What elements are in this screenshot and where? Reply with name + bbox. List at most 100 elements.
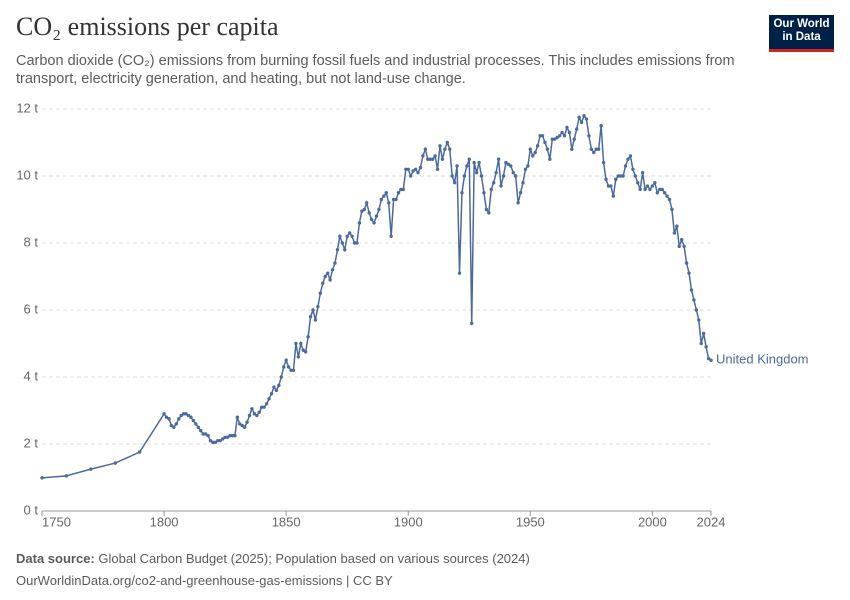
point bbox=[675, 224, 679, 228]
point bbox=[347, 231, 352, 235]
point bbox=[274, 388, 279, 393]
point bbox=[523, 167, 528, 171]
point bbox=[587, 134, 591, 138]
point bbox=[560, 130, 564, 135]
logo-line: in Data bbox=[782, 31, 821, 43]
point bbox=[438, 144, 442, 148]
point bbox=[113, 461, 117, 465]
source: Global Carbon Budget (2025); Population … bbox=[98, 551, 530, 566]
x-tick-label: 1950 bbox=[516, 514, 545, 529]
point bbox=[655, 191, 659, 195]
point bbox=[272, 385, 276, 389]
point bbox=[213, 440, 218, 445]
point bbox=[289, 368, 293, 372]
point bbox=[396, 191, 401, 195]
point bbox=[592, 150, 596, 155]
x-tick-label: 2024 bbox=[697, 514, 726, 529]
point bbox=[658, 187, 662, 192]
point bbox=[264, 402, 269, 406]
logo-line: Our World bbox=[773, 18, 830, 30]
point bbox=[321, 281, 325, 285]
point bbox=[570, 147, 574, 151]
point bbox=[513, 174, 518, 178]
point bbox=[694, 308, 699, 312]
point bbox=[672, 231, 677, 235]
point bbox=[189, 415, 193, 419]
point bbox=[477, 160, 481, 165]
point bbox=[538, 134, 542, 138]
point bbox=[362, 207, 366, 212]
point bbox=[374, 214, 379, 218]
point bbox=[462, 174, 467, 178]
point bbox=[318, 291, 323, 295]
point bbox=[575, 127, 579, 131]
point bbox=[594, 147, 598, 151]
point bbox=[372, 221, 376, 225]
y-tick-label: 12 t bbox=[16, 100, 38, 115]
point bbox=[511, 170, 515, 175]
point bbox=[240, 423, 244, 428]
url-line[interactable]: OurWorldinData.org/co2-and-greenhouse-ga… bbox=[16, 573, 393, 588]
point bbox=[408, 174, 413, 178]
point bbox=[399, 187, 403, 192]
point bbox=[255, 413, 259, 418]
point bbox=[491, 181, 496, 185]
line bbox=[41, 114, 712, 479]
point bbox=[616, 174, 620, 178]
point bbox=[335, 248, 340, 252]
point bbox=[452, 181, 457, 185]
point bbox=[599, 124, 603, 128]
point bbox=[384, 191, 388, 195]
point bbox=[501, 174, 506, 178]
point bbox=[509, 164, 513, 168]
point bbox=[479, 174, 484, 178]
chart-subtitle: Carbon dioxide (CO₂) emissions from burn… bbox=[16, 53, 735, 87]
point bbox=[645, 184, 650, 188]
point bbox=[340, 241, 345, 245]
point bbox=[416, 170, 420, 175]
point bbox=[689, 288, 694, 292]
point bbox=[252, 412, 257, 416]
point bbox=[443, 147, 447, 151]
point bbox=[648, 187, 652, 192]
point bbox=[650, 184, 655, 188]
point bbox=[553, 137, 557, 141]
y-tick-label: 10 t bbox=[16, 167, 38, 182]
point bbox=[628, 154, 633, 158]
point bbox=[692, 298, 696, 302]
point bbox=[203, 432, 208, 436]
point bbox=[528, 147, 533, 151]
point bbox=[238, 422, 242, 426]
point bbox=[316, 304, 320, 309]
point bbox=[470, 321, 474, 326]
point bbox=[208, 438, 213, 443]
point bbox=[206, 433, 210, 438]
point bbox=[330, 268, 335, 272]
point bbox=[250, 407, 254, 411]
point bbox=[448, 147, 452, 151]
point bbox=[228, 433, 232, 438]
point bbox=[701, 331, 706, 336]
point bbox=[377, 207, 381, 212]
point bbox=[557, 134, 562, 138]
point bbox=[489, 187, 493, 192]
point bbox=[369, 217, 374, 222]
point bbox=[455, 164, 459, 168]
point bbox=[601, 160, 606, 165]
point bbox=[484, 207, 489, 212]
point bbox=[162, 412, 166, 416]
point bbox=[411, 169, 415, 173]
point bbox=[697, 318, 701, 322]
point bbox=[260, 405, 264, 409]
point bbox=[225, 435, 230, 439]
point bbox=[345, 234, 349, 238]
point bbox=[631, 167, 635, 171]
logo[interactable]: Our World in Data bbox=[769, 15, 834, 52]
y-tick-label: 2 t bbox=[24, 435, 39, 450]
point bbox=[169, 423, 174, 428]
point bbox=[387, 201, 391, 205]
point bbox=[496, 157, 501, 161]
point bbox=[174, 422, 178, 426]
point bbox=[518, 191, 523, 195]
